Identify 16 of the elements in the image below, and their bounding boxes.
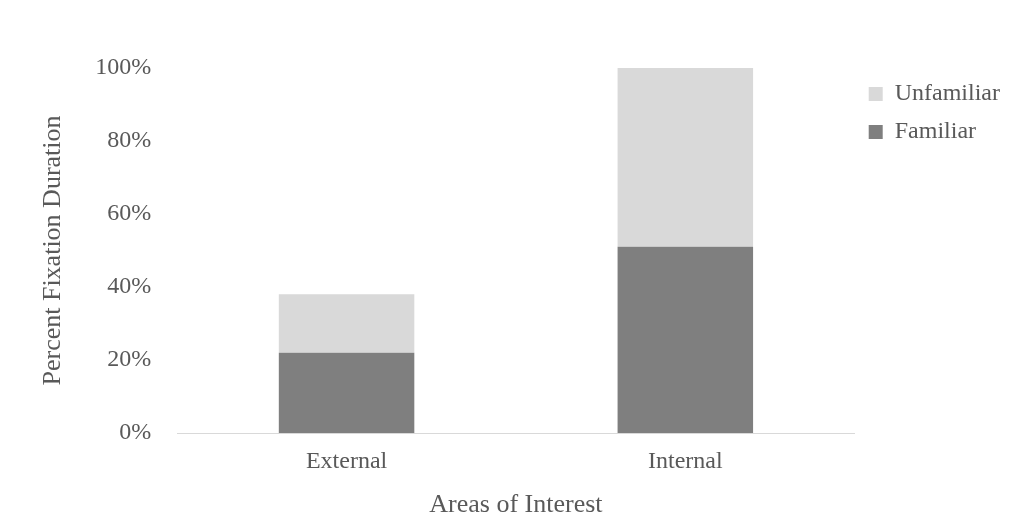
bar xyxy=(617,68,754,247)
y-tick-label: 0% xyxy=(119,418,152,445)
x-axis-title: Areas of Interest xyxy=(429,489,604,519)
y-axis-title: Percent Fixation Duration xyxy=(37,115,67,386)
y-tick-label: 80% xyxy=(107,126,152,153)
bar xyxy=(278,352,415,433)
legend-label: Unfamiliar xyxy=(894,79,1001,106)
bar xyxy=(617,246,754,433)
x-tick-label: External xyxy=(305,446,388,473)
x-tick-label: Internal xyxy=(648,446,723,473)
legend-label: Familiar xyxy=(894,117,977,144)
y-tick-label: 40% xyxy=(107,272,152,299)
bar xyxy=(278,294,415,353)
y-tick-label: 100% xyxy=(95,53,152,80)
y-tick-label: 60% xyxy=(107,199,152,226)
y-tick-label: 20% xyxy=(107,345,152,372)
